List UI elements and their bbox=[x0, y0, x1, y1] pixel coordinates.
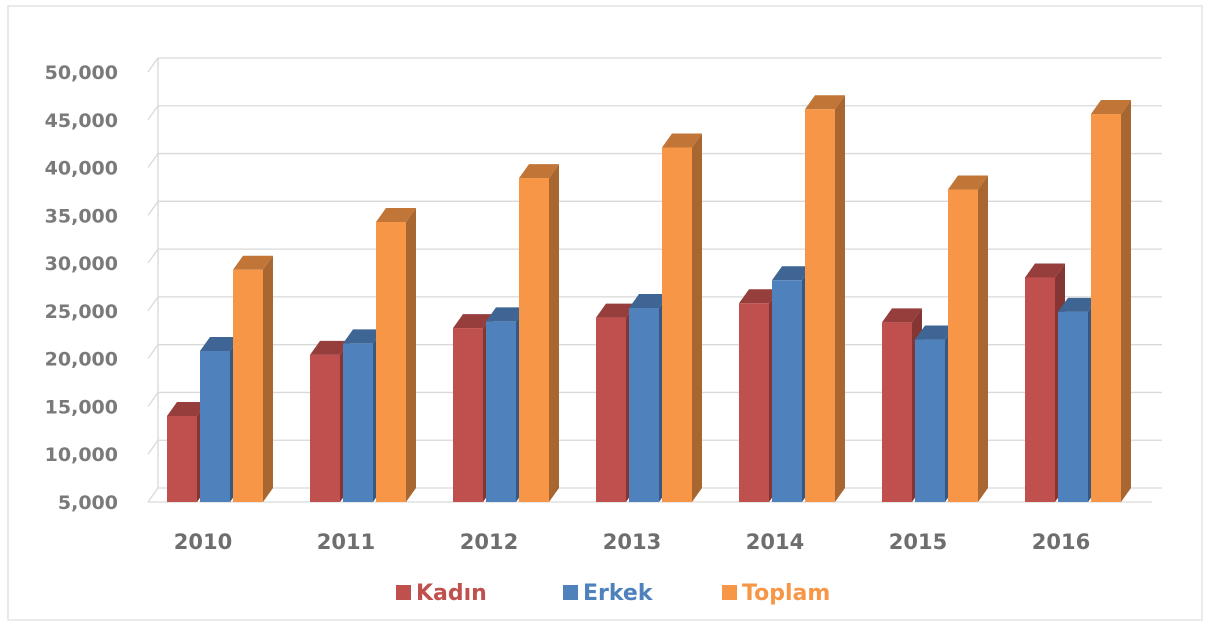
bar-toplam-2016 bbox=[1091, 100, 1131, 503]
gridline-depth bbox=[147, 105, 159, 121]
y-axis: 5,000 10,000 15,000 20,000 25,000 30,000 35,00… bbox=[45, 62, 118, 514]
gridline-depth bbox=[147, 487, 159, 503]
legend-item-toplam: Toplam bbox=[722, 581, 830, 606]
y-tick-label: 15,000 bbox=[45, 396, 118, 418]
legend-swatch bbox=[722, 585, 737, 600]
gridline-depth bbox=[147, 344, 159, 360]
bar-kadın-2015 bbox=[882, 308, 922, 502]
gridline-depth bbox=[147, 392, 159, 407]
y-tick-label: 10,000 bbox=[45, 444, 118, 466]
y-tick-label: 50,000 bbox=[45, 62, 118, 84]
y-tick-label: 35,000 bbox=[45, 205, 118, 227]
x-tick-label: 2012 bbox=[460, 530, 518, 554]
x-axis: 2010 2011 2012 2013 2014 2015 2016 bbox=[174, 530, 1090, 554]
bar-toplam-2015 bbox=[948, 175, 988, 503]
y-tick-label: 45,000 bbox=[45, 110, 118, 132]
legend-swatch bbox=[563, 585, 578, 600]
legend-label: Toplam bbox=[742, 581, 830, 606]
bar-toplam-2012 bbox=[519, 164, 559, 503]
legend-label: Erkek bbox=[583, 581, 654, 606]
gridline-depth bbox=[147, 200, 159, 216]
bar-erkek-2016 bbox=[1058, 297, 1098, 502]
x-tick-label: 2015 bbox=[889, 530, 947, 554]
y-tick-label: 5,000 bbox=[58, 492, 118, 514]
bar-toplam-2014 bbox=[805, 95, 845, 503]
x-tick-label: 2011 bbox=[317, 530, 375, 554]
bar-toplam-2010 bbox=[233, 255, 273, 502]
bar-toplam-2013 bbox=[662, 133, 702, 502]
bar-erkek-2011 bbox=[343, 329, 383, 502]
gridline-depth bbox=[147, 153, 159, 168]
y-tick-label: 25,000 bbox=[45, 301, 118, 323]
y-tick-label: 30,000 bbox=[45, 253, 118, 275]
gridline-depth bbox=[147, 248, 159, 264]
legend-item-kadın: Kadın bbox=[396, 581, 487, 606]
bar-toplam-2011 bbox=[376, 208, 416, 502]
legend: Kadın Erkek Toplam bbox=[396, 581, 830, 606]
gridline-depth bbox=[147, 296, 159, 312]
x-tick-label: 2013 bbox=[603, 530, 661, 554]
x-tick-label: 2014 bbox=[746, 530, 804, 554]
y-tick-label: 20,000 bbox=[45, 349, 118, 371]
gridline-depth bbox=[147, 57, 159, 73]
gridline-depth bbox=[147, 439, 159, 455]
y-tick-label: 40,000 bbox=[45, 158, 118, 180]
legend-item-erkek: Erkek bbox=[563, 581, 654, 606]
x-tick-label: 2016 bbox=[1032, 530, 1090, 554]
legend-label: Kadın bbox=[416, 581, 487, 606]
bar-kadın-2011 bbox=[310, 340, 350, 502]
legend-swatch bbox=[396, 585, 411, 600]
x-tick-label: 2010 bbox=[174, 530, 232, 554]
bars bbox=[167, 95, 1131, 503]
